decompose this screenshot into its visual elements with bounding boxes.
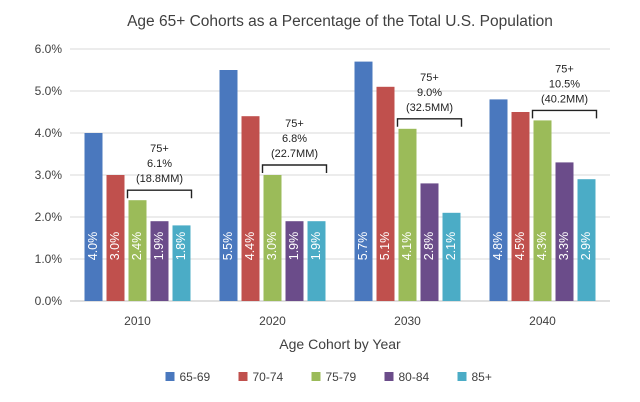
x-tick-label: 2030	[394, 314, 421, 328]
bar	[577, 179, 596, 301]
legend-swatch	[165, 372, 175, 381]
annotation-text: (18.8MM)	[136, 173, 183, 185]
bar	[533, 120, 552, 302]
x-tick-label: 2010	[124, 314, 151, 328]
bar	[219, 70, 238, 301]
bar-value-label: 3.0%	[265, 232, 279, 261]
bar	[555, 162, 574, 301]
annotation-text: 75+	[150, 143, 169, 155]
y-tick-label: 6.0%	[35, 42, 63, 56]
legend-label: 65-69	[180, 370, 211, 384]
bar	[106, 175, 125, 301]
legend-label: 80-84	[399, 370, 430, 384]
bar-value-label: 2.1%	[444, 232, 458, 261]
legend-label: 75-79	[326, 370, 357, 384]
bar	[442, 212, 461, 301]
annotation-text: 10.5%	[549, 78, 580, 90]
annotation-text: 9.0%	[417, 87, 442, 99]
annotation-text: (40.2MM)	[541, 93, 588, 105]
bar	[489, 99, 508, 302]
bar-value-label: 1.9%	[287, 232, 301, 261]
y-axis: 0.0% 1.0% 2.0% 3.0% 4.0% 5.0% 6.0%	[35, 42, 63, 308]
annotation-text: 75+	[285, 118, 304, 130]
bar-value-label: 4.8%	[491, 232, 505, 261]
bar-value-label: 5.7%	[356, 232, 370, 261]
annotation-text: 75+	[420, 72, 439, 84]
bar	[354, 61, 373, 301]
x-axis: 2010 2020 2030 2040	[124, 314, 556, 328]
x-tick-label: 2020	[259, 314, 286, 328]
x-tick-label: 2040	[529, 314, 556, 328]
y-tick-label: 4.0%	[35, 126, 63, 140]
bar-value-label: 3.0%	[108, 232, 122, 261]
bar	[420, 183, 439, 301]
y-tick-label: 5.0%	[35, 84, 63, 98]
legend: 65-69 70-74 75-79 80-84 85+	[165, 370, 492, 384]
annotation-bracket	[396, 118, 463, 127]
bar	[241, 116, 260, 301]
bar-value-label: 4.1%	[400, 232, 414, 261]
annotation-text: 6.1%	[147, 158, 172, 170]
chart-title: Age 65+ Cohorts as a Percentage of the T…	[127, 13, 553, 30]
bar-value-label: 1.8%	[174, 232, 188, 261]
legend-swatch	[384, 372, 394, 381]
y-tick-label: 0.0%	[35, 294, 63, 308]
x-axis-title: Age Cohort by Year	[279, 336, 401, 352]
bar-value-label: 2.4%	[130, 232, 144, 261]
bar	[263, 175, 282, 301]
bar-value-label: 2.9%	[579, 232, 593, 261]
bar	[172, 225, 191, 301]
legend-label: 70-74	[253, 370, 284, 384]
bar-value-label: 4.0%	[86, 232, 100, 261]
bar	[307, 221, 326, 301]
annotation-bracket	[126, 189, 193, 199]
legend-swatch	[238, 372, 248, 381]
y-tick-label: 2.0%	[35, 210, 63, 224]
bar	[285, 221, 304, 301]
annotation-bracket	[531, 109, 598, 119]
bar	[398, 128, 417, 301]
annotation-bracket	[261, 164, 328, 173]
bar	[376, 86, 395, 301]
bar	[128, 200, 147, 301]
y-tick-label: 3.0%	[35, 168, 63, 182]
legend-swatch	[457, 372, 467, 381]
bar-value-label: 4.3%	[535, 232, 549, 261]
bar	[511, 112, 530, 301]
legend-label: 85+	[472, 370, 492, 384]
annotation-text: 75+	[555, 63, 574, 75]
bar-value-label: 5.5%	[221, 232, 235, 261]
y-tick-label: 1.0%	[35, 252, 63, 266]
bar-value-label: 1.9%	[309, 232, 323, 261]
annotations: 75+ 6.1% (18.8MM) 75+ 6.8% (22.7MM) 75+ 9.0% (32…	[126, 63, 598, 199]
annotation-text: 6.8%	[282, 133, 307, 145]
bar-value-label: 4.5%	[513, 232, 527, 261]
bar-value-label: 5.1%	[378, 232, 392, 261]
annotation-text: (32.5MM)	[406, 102, 453, 114]
bar-value-label: 3.3%	[557, 232, 571, 261]
bar-value-label: 4.4%	[243, 232, 257, 261]
bar-value-label: 2.8%	[422, 232, 436, 261]
bar	[84, 133, 103, 301]
bar-value-label: 1.9%	[152, 232, 166, 261]
bars: 4.0% 3.0% 2.4% 1.9% 1.8% 5.5% 4.4% 3.0% 1.9% 1.9%…	[84, 61, 596, 302]
bar	[150, 221, 169, 301]
legend-swatch	[311, 372, 321, 381]
annotation-text: (22.7MM)	[271, 148, 318, 160]
